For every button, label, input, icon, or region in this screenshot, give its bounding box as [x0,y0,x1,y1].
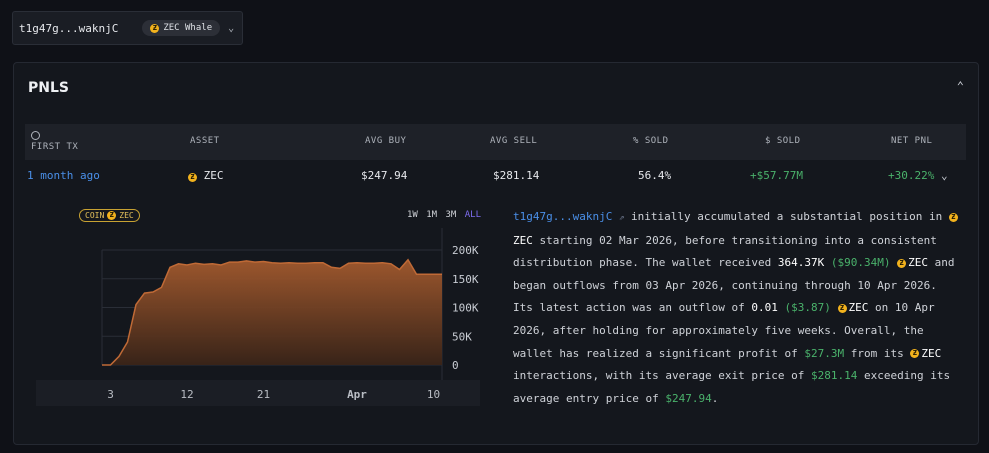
wallet-summary: t1g47g...waknjC ⇗ initially accumulated … [513,206,963,410]
summary-asset: ZEC [908,256,928,270]
summary-text-1: initially accumulated a substantial posi… [624,210,949,223]
holdings-area [102,259,442,365]
x-tick-label: 3 [107,388,114,401]
col-first-tx-label: FIRST TX [31,142,79,152]
summary-text-7: exceeding its average entry price of [513,369,951,405]
col-net-pnl: NET PNL [891,136,933,146]
x-axis-band [36,380,480,406]
summary-text-4: on 10 Apr 2026, after holding for approx… [513,301,935,360]
x-tick-label: 12 [180,388,193,401]
coin-toggle-symbol: ZEC [119,211,134,220]
y-tick-label: 200K [452,244,479,257]
external-link-icon[interactable]: ⇗ [618,213,625,223]
pct-sold-value: 56.4% [638,169,672,182]
wallet-address: t1g47g...waknjC [19,21,119,35]
x-tick-label: Apr [347,388,367,401]
avg-buy-value: $247.94 [361,169,408,182]
y-tick-label: 100K [452,302,479,315]
pnls-title: PNLS [28,80,69,96]
summary-received: 364.37K [777,256,825,270]
wallet-selector[interactable]: t1g47g...waknjC Ƶ ZEC Whale ⌄ [12,11,243,45]
zec-coin-icon: Ƶ [107,211,117,220]
summary-text-3: and began outflows from 03 Apr 2026, con… [513,256,955,315]
summary-asset: ZEC [848,301,869,315]
zec-coin-icon: Ƶ [948,212,958,222]
zec-coin-icon: Ƶ [837,303,847,313]
area-chart: 200K 150K 100K 50K 0 3 12 21 Apr 10 [36,228,480,406]
y-tick-label: 150K [452,273,479,286]
y-tick-label: 0 [452,359,459,372]
y-tick-label: 50K [452,330,472,343]
summary-outflow: 0.01 [751,301,778,315]
summary-entry-price: $247.94 [665,391,712,405]
expand-row-chevron-icon[interactable]: ⌄ [941,169,948,182]
summary-text-8: . [711,391,719,405]
x-tick-label: 10 [427,388,440,401]
x-tick-label: 21 [257,388,270,401]
whale-badge-label: ZEC Whale [163,23,213,33]
holdings-chart: COIN Ƶ ZEC 1W 1M 3M ALL 200K 150K 100K 50K 0… [36,208,481,406]
net-pnl-value: +30.22% [888,169,935,182]
zec-coin-icon: Ƶ [150,23,160,33]
summary-text-2: starting 02 Mar 2026, before transitioni… [513,233,937,270]
col-usd-sold: $ SOLD [765,136,801,146]
whale-badge: Ƶ ZEC Whale [142,20,221,36]
col-asset: ASSET [190,136,220,146]
summary-outflow-usd: ($3.87) [784,301,831,315]
pnls-table-header: FIRST TX ASSET AVG BUY AVG SELL % SOLD $… [25,124,966,160]
summary-asset: ZEC [921,346,942,360]
coin-toggle[interactable]: COIN Ƶ ZEC [79,209,140,222]
chevron-down-icon[interactable]: ⌄ [228,22,235,34]
pnls-panel: PNLS ⌃ FIRST TX ASSET AVG BUY AVG SELL %… [13,62,979,445]
zec-coin-icon: Ƶ [910,349,920,359]
summary-address-link[interactable]: t1g47g...waknjC [513,210,613,223]
summary-asset: ZEC [513,233,533,247]
usd-sold-value: +$57.77M [750,169,803,182]
timeframe-1m[interactable]: 1M [426,210,438,220]
col-avg-sell: AVG SELL [490,136,538,146]
summary-text-5: from its [844,346,911,360]
summary-text-6: interactions, with its average exit pric… [513,369,812,383]
summary-received-usd: ($90.34M) [830,256,891,270]
clock-icon [31,131,40,140]
coin-toggle-label: COIN [85,211,105,220]
summary-exit-price: $281.14 [811,369,858,383]
table-row[interactable]: 1 month ago Ƶ ZEC $247.94 $281.14 56.4% … [25,169,966,187]
col-first-tx: FIRST TX [31,131,78,152]
avg-sell-value: $281.14 [493,169,540,182]
summary-profit: $27.3M [804,346,845,360]
zec-coin-icon: Ƶ [897,258,907,268]
timeframe-all[interactable]: ALL [464,210,481,220]
holdings-line [102,258,442,366]
col-avg-buy: AVG BUY [365,136,407,146]
chevron-up-icon[interactable]: ⌃ [956,79,964,93]
col-pct-sold: % SOLD [633,136,669,146]
first-tx-link[interactable]: 1 month ago [27,169,100,182]
timeframe-1w[interactable]: 1W [406,210,418,220]
timeframe-selector: 1W 1M 3M ALL [404,210,481,220]
asset-name: ZEC [203,169,224,182]
timeframe-3m[interactable]: 3M [445,210,457,220]
zec-coin-icon: Ƶ [188,173,197,182]
asset-cell: Ƶ ZEC [188,169,224,182]
